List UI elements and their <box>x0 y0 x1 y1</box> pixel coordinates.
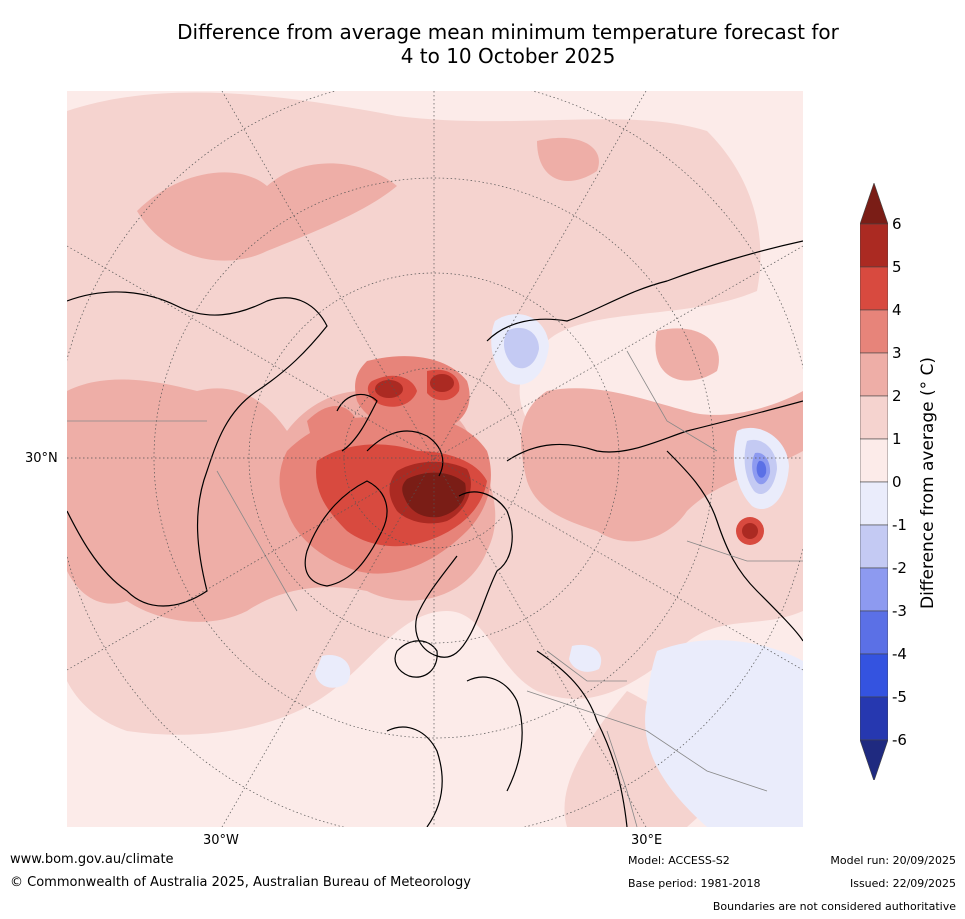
anomaly-zone-negative <box>315 314 803 827</box>
footer-copyright: © Commonwealth of Australia 2025, Austra… <box>10 875 471 890</box>
colorbar-label: Difference from average (° C) <box>918 356 938 610</box>
footer-url[interactable]: www.bom.gov.au/climate <box>10 852 174 867</box>
colorbar-bin <box>860 739 888 780</box>
colorbar-tick-label: -4 <box>892 645 907 663</box>
colorbar-bin <box>860 696 888 741</box>
colorbar-tick-label: 5 <box>892 258 902 276</box>
graticule <box>67 91 803 827</box>
footer-model: Model: ACCESS-S2 <box>628 854 730 867</box>
anomaly-zone-above-6 <box>402 472 466 518</box>
coastlines <box>67 240 803 827</box>
colorbar <box>860 183 888 780</box>
country-borders <box>67 350 803 827</box>
colorbar-tick-label: 4 <box>892 301 902 319</box>
chart-title: Difference from average mean minimum tem… <box>0 20 965 68</box>
forecast-map[interactable] <box>67 91 803 827</box>
lon-label-30w: 30°W <box>203 833 239 848</box>
colorbar-bin <box>860 567 888 612</box>
footer-base-period: Base period: 1981-2018 <box>628 877 761 890</box>
colorbar-tick-label: -3 <box>892 602 907 620</box>
colorbar-bin <box>860 438 888 483</box>
colorbar-bin <box>860 481 888 526</box>
colorbar-tick-label: 3 <box>892 344 902 362</box>
colorbar-tick-label: -6 <box>892 731 907 749</box>
colorbar-tick-label: -1 <box>892 516 907 534</box>
lon-label-30e: 30°E <box>631 833 663 848</box>
map-canvas <box>67 91 803 827</box>
colorbar-bin <box>860 524 888 569</box>
colorbar-bin <box>860 610 888 655</box>
footer-disclaimer: Boundaries are not considered authoritat… <box>712 900 956 913</box>
footer-model-run: Model run: 20/09/2025 <box>830 854 956 867</box>
colorbar-tick-label: 6 <box>892 215 902 233</box>
lat-label-30n: 30°N <box>25 451 58 466</box>
colorbar-bin <box>860 653 888 698</box>
colorbar-tick-label: 1 <box>892 430 902 448</box>
colorbar-tick-label: -2 <box>892 559 907 577</box>
colorbar-bin <box>860 266 888 311</box>
colorbar-bin <box>860 223 888 268</box>
footer-issued: Issued: 22/09/2025 <box>849 877 956 890</box>
title-line-2: 4 to 10 October 2025 <box>400 44 616 68</box>
colorbar-bin <box>860 183 888 225</box>
colorbar-bin <box>860 309 888 354</box>
colorbar-bin <box>860 395 888 440</box>
title-line-1: Difference from average mean minimum tem… <box>177 20 839 44</box>
colorbar-tick-label: 0 <box>892 473 902 491</box>
colorbar-tick-label: 2 <box>892 387 902 405</box>
colorbar-bin <box>860 352 888 397</box>
colorbar-tick-label: -5 <box>892 688 907 706</box>
colorbar-bins <box>860 183 888 780</box>
